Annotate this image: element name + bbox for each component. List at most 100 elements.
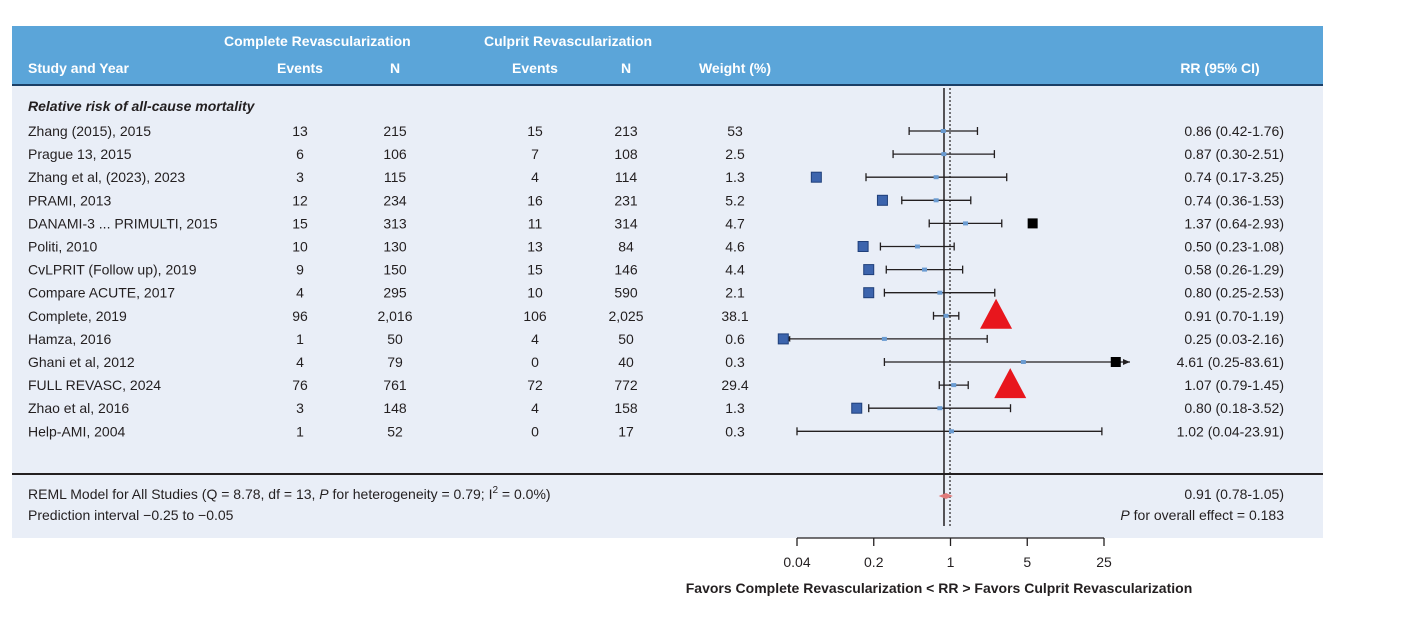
n-culprit: 158 bbox=[614, 400, 638, 416]
events-culprit: 16 bbox=[527, 192, 543, 208]
study-row: Zhao et al, 2016 3 148 4 158 1.3 0.80 (0.18-3.… bbox=[28, 400, 1284, 416]
n-complete: 761 bbox=[383, 377, 407, 393]
point-estimate bbox=[948, 429, 954, 434]
study-row: Zhang (2015), 2015 13 215 15 213 53 0.86 (0.42… bbox=[28, 123, 1284, 139]
summary-overall-p: P for overall effect = 0.183 bbox=[1120, 507, 1284, 523]
point-estimate bbox=[1020, 360, 1026, 364]
x-tick-label: 0.04 bbox=[783, 554, 810, 570]
ci-arrow-high bbox=[1123, 359, 1130, 365]
x-tick-label: 0.2 bbox=[864, 554, 884, 570]
events-complete: 6 bbox=[296, 146, 304, 162]
rr-ci-value: 1.02 (0.04-23.91) bbox=[1177, 423, 1284, 439]
n-complete: 234 bbox=[383, 192, 407, 208]
study-name: Hamza, 2016 bbox=[28, 331, 111, 347]
header-study-year: Study and Year bbox=[28, 60, 129, 76]
study-row: Help-AMI, 2004 1 52 0 17 0.3 1.02 (0.04-23.91) bbox=[28, 423, 1284, 439]
study-name: Compare ACUTE, 2017 bbox=[28, 285, 175, 301]
events-complete: 3 bbox=[296, 400, 304, 416]
study-name: CvLPRIT (Follow up), 2019 bbox=[28, 262, 197, 278]
n-complete: 295 bbox=[383, 285, 407, 301]
events-complete: 1 bbox=[296, 423, 304, 439]
study-name: PRAMI, 2013 bbox=[28, 192, 111, 208]
n-culprit: 108 bbox=[614, 146, 638, 162]
blue-square-marker bbox=[810, 171, 822, 183]
x-axis: 0.04 0.2 1 5 25 bbox=[783, 537, 1112, 570]
events-culprit: 15 bbox=[527, 123, 543, 139]
point-estimate bbox=[943, 313, 949, 318]
blue-square-marker bbox=[857, 241, 869, 252]
red-triangle-marker bbox=[994, 368, 1027, 399]
events-complete: 9 bbox=[296, 262, 304, 278]
weight-value: 0.6 bbox=[725, 331, 745, 347]
point-estimate bbox=[937, 406, 943, 411]
n-complete: 52 bbox=[387, 423, 403, 439]
blue-square-marker bbox=[876, 194, 888, 206]
n-complete: 50 bbox=[387, 331, 403, 347]
study-name: DANAMI-3 ... PRIMULTI, 2015 bbox=[28, 215, 218, 231]
blue-square-marker bbox=[863, 264, 875, 276]
events-complete: 1 bbox=[296, 331, 304, 347]
rr-ci-value: 1.37 (0.64-2.93) bbox=[1184, 215, 1284, 231]
events-complete: 4 bbox=[296, 354, 304, 370]
n-culprit: 213 bbox=[614, 123, 638, 139]
n-complete: 215 bbox=[383, 123, 407, 139]
point-estimate bbox=[933, 175, 939, 180]
rr-ci-value: 0.74 (0.36-1.53) bbox=[1184, 192, 1284, 208]
n-complete: 150 bbox=[383, 262, 407, 278]
n-complete: 148 bbox=[383, 400, 407, 416]
events-culprit: 72 bbox=[527, 377, 543, 393]
point-estimate bbox=[940, 129, 946, 133]
events-culprit: 0 bbox=[531, 423, 539, 439]
rr-ci-value: 0.87 (0.30-2.51) bbox=[1184, 146, 1284, 162]
n-complete: 130 bbox=[383, 239, 407, 255]
point-estimate bbox=[881, 336, 887, 341]
study-name: Zhang et al, (2023), 2023 bbox=[28, 169, 185, 185]
n-culprit: 84 bbox=[618, 239, 634, 255]
weight-value: 53 bbox=[727, 123, 743, 139]
weight-value: 4.6 bbox=[725, 239, 745, 255]
weight-value: 0.3 bbox=[725, 423, 745, 439]
study-row: FULL REVASC, 2024 76 761 72 772 29.4 1.07 (0.7… bbox=[28, 368, 1284, 399]
header-events-culprit: Events bbox=[512, 60, 558, 76]
events-culprit: 15 bbox=[527, 262, 543, 278]
study-row: Ghani et al, 2012 4 79 0 40 0.3 4.61 (0.25-83.… bbox=[28, 354, 1284, 370]
blue-square-marker bbox=[863, 287, 875, 299]
rr-ci-value: 0.50 (0.23-1.08) bbox=[1184, 239, 1284, 255]
n-culprit: 2,025 bbox=[608, 308, 643, 324]
rr-ci-value: 0.58 (0.26-1.29) bbox=[1184, 262, 1284, 278]
header-events-complete: Events bbox=[277, 60, 323, 76]
n-culprit: 17 bbox=[618, 423, 634, 439]
weight-value: 1.3 bbox=[725, 400, 745, 416]
weight-value: 2.1 bbox=[725, 285, 745, 301]
events-culprit: 4 bbox=[531, 331, 539, 347]
n-culprit: 114 bbox=[615, 169, 638, 185]
rr-ci-value: 1.07 (0.79-1.45) bbox=[1184, 377, 1284, 393]
n-culprit: 50 bbox=[618, 331, 634, 347]
n-culprit: 590 bbox=[614, 285, 638, 301]
events-complete: 15 bbox=[292, 215, 308, 231]
n-culprit: 314 bbox=[614, 215, 638, 231]
weight-value: 29.4 bbox=[721, 377, 748, 393]
n-complete: 106 bbox=[383, 146, 407, 162]
study-row: Hamza, 2016 1 50 4 50 0.6 0.25 (0.03-2.16) bbox=[28, 331, 1284, 347]
header-n-complete: N bbox=[390, 60, 400, 76]
study-name: Help-AMI, 2004 bbox=[28, 423, 125, 439]
rr-ci-value: 0.80 (0.25-2.53) bbox=[1184, 285, 1284, 301]
rr-ci-value: 4.61 (0.25-83.61) bbox=[1177, 354, 1284, 370]
events-culprit: 13 bbox=[527, 239, 543, 255]
weight-value: 4.4 bbox=[725, 262, 745, 278]
n-culprit: 146 bbox=[614, 262, 638, 278]
header-n-culprit: N bbox=[621, 60, 631, 76]
rr-ci-value: 0.91 (0.70-1.19) bbox=[1184, 308, 1284, 324]
events-culprit: 4 bbox=[531, 400, 539, 416]
study-row: Zhang et al, (2023), 2023 3 115 4 114 1.3 0.74… bbox=[28, 169, 1284, 185]
n-complete: 115 bbox=[384, 169, 407, 185]
rr-ci-value: 0.74 (0.17-3.25) bbox=[1184, 169, 1284, 185]
n-complete: 2,016 bbox=[377, 308, 412, 324]
weight-value: 2.5 bbox=[725, 146, 745, 162]
weight-value: 5.2 bbox=[725, 192, 745, 208]
n-culprit: 40 bbox=[618, 354, 634, 370]
blue-square-marker bbox=[777, 333, 789, 345]
n-culprit: 231 bbox=[614, 192, 638, 208]
